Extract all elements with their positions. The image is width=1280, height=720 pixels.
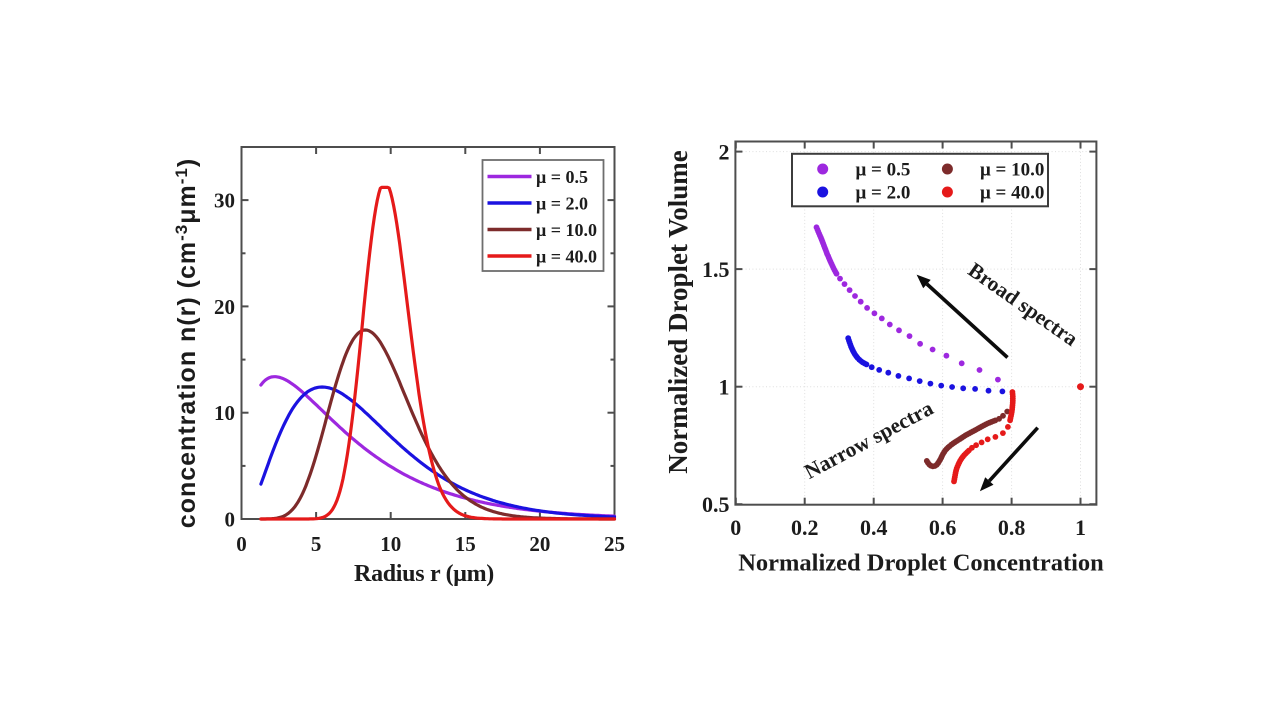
svg-text:0.8: 0.8 [998, 515, 1026, 540]
svg-text:1: 1 [719, 375, 730, 400]
svg-text:0.5: 0.5 [702, 492, 730, 517]
svg-text:concentration n(r) (cm-3μm-1): concentration n(r) (cm-3μm-1) [172, 158, 201, 528]
svg-text:μ = 40.0: μ = 40.0 [980, 183, 1044, 204]
svg-text:μ = 2.0: μ = 2.0 [856, 183, 911, 204]
svg-text:1.5: 1.5 [702, 257, 730, 282]
svg-text:30: 30 [214, 189, 235, 213]
svg-text:15: 15 [455, 532, 476, 556]
svg-text:μ = 2.0: μ = 2.0 [536, 194, 588, 214]
svg-text:20: 20 [214, 295, 235, 319]
svg-text:0: 0 [225, 508, 236, 532]
svg-text:10: 10 [380, 532, 401, 556]
svg-text:μ = 0.5: μ = 0.5 [536, 167, 588, 187]
svg-text:0: 0 [236, 532, 247, 556]
svg-text:Normalized Droplet Volume: Normalized Droplet Volume [663, 150, 693, 473]
svg-text:1: 1 [1075, 515, 1086, 540]
svg-text:25: 25 [604, 532, 625, 556]
svg-text:2: 2 [719, 140, 730, 165]
svg-text:10: 10 [214, 401, 235, 425]
svg-text:0.2: 0.2 [791, 515, 819, 540]
svg-text:Radius r (μm): Radius r (μm) [354, 561, 494, 587]
svg-text:20: 20 [529, 532, 550, 556]
svg-text:Normalized Droplet Concentrati: Normalized Droplet Concentration [738, 550, 1104, 577]
svg-text:μ = 10.0: μ = 10.0 [536, 220, 597, 240]
svg-text:0.4: 0.4 [860, 515, 888, 540]
svg-text:μ = 0.5: μ = 0.5 [856, 160, 911, 181]
svg-text:μ = 10.0: μ = 10.0 [980, 160, 1044, 181]
svg-text:0: 0 [730, 515, 741, 540]
svg-text:μ = 40.0: μ = 40.0 [536, 247, 597, 267]
svg-text:0.6: 0.6 [929, 515, 957, 540]
svg-text:5: 5 [311, 532, 322, 556]
